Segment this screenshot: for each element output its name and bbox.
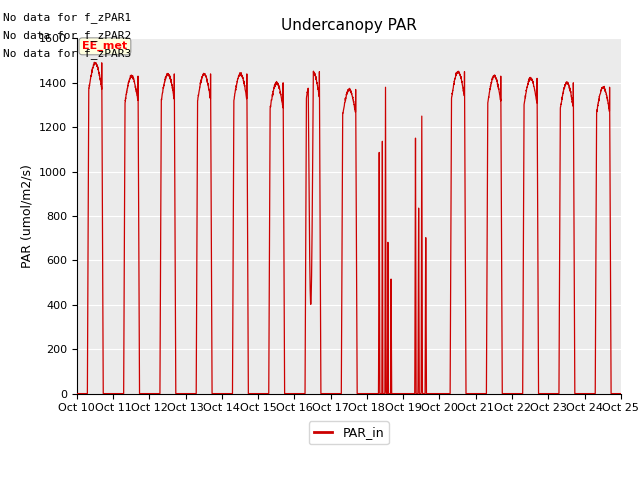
Text: No data for f_zPAR2: No data for f_zPAR2	[3, 30, 131, 41]
Text: No data for f_zPAR1: No data for f_zPAR1	[3, 12, 131, 23]
Text: EE_met: EE_met	[83, 41, 127, 51]
Title: Undercanopy PAR: Undercanopy PAR	[281, 18, 417, 33]
Text: No data for f_zPAR3: No data for f_zPAR3	[3, 48, 131, 60]
Legend: PAR_in: PAR_in	[308, 421, 389, 444]
Y-axis label: PAR (umol/m2/s): PAR (umol/m2/s)	[20, 164, 33, 268]
